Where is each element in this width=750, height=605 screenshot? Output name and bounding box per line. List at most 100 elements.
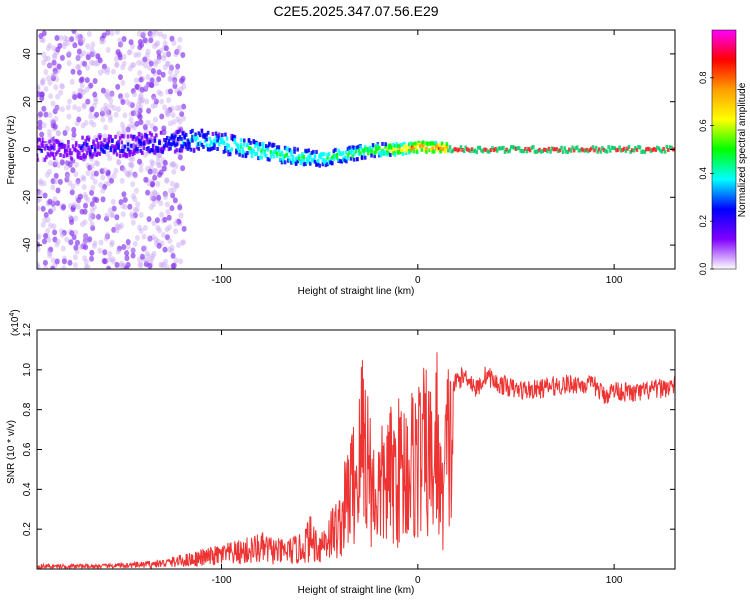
spectrogram-ridge-point (469, 149, 472, 154)
spectrogram-noise-point (105, 30, 111, 36)
spectrogram-noise-point (72, 104, 78, 111)
spectrogram-ridge-point (166, 142, 169, 147)
spectrogram-noise-point (169, 180, 175, 187)
spectrogram-ridge-point (203, 134, 207, 139)
spectrogram-ridge-point (59, 145, 62, 150)
spectrogram-ridge-point (236, 146, 240, 151)
spectrogram-ridge-point (76, 149, 80, 154)
spectrogram-noise-point (114, 30, 120, 36)
spectrogram-ridge-point (283, 154, 287, 159)
spectrogram-ridge-point (456, 148, 460, 153)
spectrogram-ridge-point (418, 144, 422, 149)
spectrogram-ridge-point (591, 145, 595, 150)
spectrogram-ridge-point (319, 152, 323, 157)
spectrogram-ridge-point (74, 143, 78, 148)
spectrogram-ridge-point (429, 141, 433, 146)
spectrogram-ridge-point (373, 154, 376, 159)
spectrogram-ridge-point (68, 151, 72, 156)
spectrogram-ridge-point (164, 138, 168, 143)
spectrogram-ridge-point (662, 146, 665, 151)
spectrogram-noise-point (38, 189, 44, 196)
spectrogram-ridge-point (657, 146, 661, 151)
snr-multiplier-close: ) (10, 309, 21, 312)
spectrogram-noise-point (168, 64, 174, 71)
spectrogram-ridge-point (476, 145, 480, 150)
spectrogram-ridge-point (159, 130, 163, 135)
spectrogram-noise-point (147, 236, 153, 243)
spectrogram-noise-point (153, 236, 159, 243)
spectrogram-noise-point (142, 224, 148, 231)
spectrogram-noise-point (137, 261, 143, 268)
spectrogram-ridge-point (629, 149, 632, 154)
spectrogram-ridge-point (253, 144, 257, 149)
spectrogram-noise-point (142, 245, 148, 252)
spectrogram-noise-point (92, 78, 98, 85)
spectrogram-noise-point (168, 64, 174, 71)
spectrogram-ridge-point (74, 148, 78, 153)
spectrogram-ridge-point (283, 145, 287, 150)
spectrogram-noise-point (78, 77, 84, 84)
spectrogram-ridge-point (129, 143, 133, 148)
spectrogram-noise-point (41, 51, 47, 58)
spectrogram-ridge-point (85, 151, 89, 156)
spectrogram-ridge-point (133, 151, 136, 156)
spectrogram-noise-point (162, 64, 168, 71)
spectrogram-noise-point (161, 165, 167, 172)
spectrogram-y-tick-label: 20 (22, 96, 33, 108)
spectrogram-noise-point (100, 174, 106, 181)
spectrogram-noise-point (80, 174, 86, 181)
spectrogram-noise-point (111, 172, 117, 179)
spectrogram-noise-point (39, 131, 45, 138)
spectrogram-ridge-point (297, 156, 301, 161)
spectrogram-noise-point (151, 220, 157, 227)
spectrogram-noise-point (119, 177, 125, 184)
spectrogram-ridge-point (164, 140, 168, 145)
spectrogram-noise-point (137, 70, 143, 77)
spectrogram-ridge-point (87, 148, 91, 153)
spectrogram-noise-point (171, 186, 177, 193)
spectrogram-ridge-point (227, 149, 230, 154)
spectrogram-ridge-point (241, 150, 245, 155)
spectrogram-noise-point (116, 159, 122, 166)
spectrogram-ridge-point (253, 152, 257, 157)
spectrogram-ridge-point (354, 146, 358, 151)
svg-text:(x104): (x104) (9, 309, 21, 336)
spectrogram-noise-point (95, 53, 101, 60)
spectrogram-noise-point (85, 98, 91, 105)
spectrogram-noise-point (66, 98, 72, 105)
spectrogram-noise-point (175, 116, 181, 123)
spectrogram-noise-point (53, 116, 59, 123)
spectrogram-noise-point (84, 86, 90, 93)
spectrogram-noise-point (120, 202, 126, 209)
spectrogram-ridge-point (227, 152, 230, 157)
spectrogram-noise-point (106, 109, 112, 116)
spectrogram-ridge-point (538, 147, 541, 152)
spectrogram-noise-point (85, 264, 91, 269)
spectrogram-ridge-point (580, 147, 584, 152)
spectrogram-noise-point (115, 106, 121, 113)
spectrogram-noise-point (47, 252, 53, 259)
spectrogram-ridge-point (464, 145, 468, 150)
spectrogram-ridge-point (329, 157, 332, 162)
spectrogram-noise-point (37, 84, 41, 91)
spectrogram-ridge-point (384, 145, 387, 150)
spectrogram-ridge-point (78, 151, 81, 156)
spectrogram-ridge-point (412, 142, 416, 147)
spectrogram-noise-point (141, 233, 147, 240)
spectrogram-noise-point (97, 247, 103, 254)
spectrogram-noise-point (162, 246, 168, 253)
spectrogram-ridge-point (509, 145, 513, 150)
spectrogram-noise-point (50, 100, 56, 107)
spectrogram-y-tick-label: 40 (22, 48, 33, 60)
spectrogram-ridge-point (45, 155, 48, 160)
spectrogram-ridge-point (175, 148, 179, 153)
spectrogram-ridge-point (122, 148, 125, 153)
spectrogram-noise-point (70, 204, 76, 211)
spectrogram-noise-point (146, 216, 152, 223)
spectrogram-noise-point (174, 68, 180, 75)
spectrogram-noise-point (45, 55, 51, 62)
spectrogram-noise-point (128, 39, 134, 46)
spectrogram-noise-point (169, 247, 175, 254)
spectrogram-ridge-point (571, 145, 574, 150)
spectrogram-noise-point (137, 224, 143, 231)
